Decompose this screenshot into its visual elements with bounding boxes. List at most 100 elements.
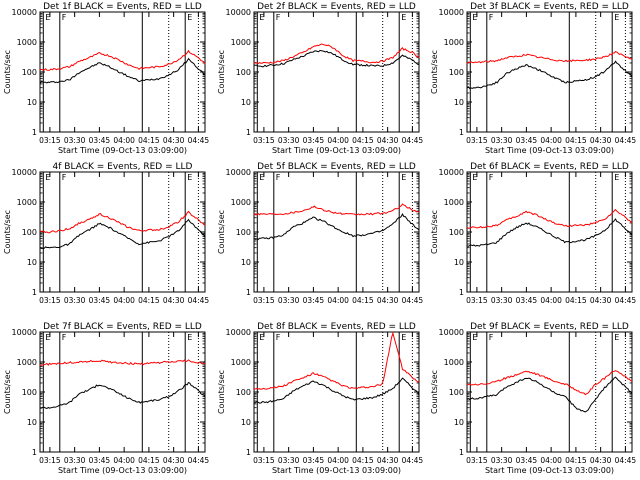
marker-label: F: [276, 173, 281, 182]
x-tick-label: 04:15: [565, 456, 587, 465]
series-events: [466, 218, 633, 247]
y-tick-label: 1: [246, 288, 251, 297]
x-axis-label: Start Time (09-Oct-13 03:09:00): [272, 146, 401, 155]
y-tick-label: 1000: [444, 198, 464, 207]
x-tick-label: 03:30: [491, 456, 513, 465]
x-tick-label: 04:00: [327, 456, 349, 465]
x-tick-label: 03:15: [466, 296, 488, 305]
x-tick-label: 03:30: [278, 456, 300, 465]
x-tick-label: 04:45: [188, 136, 210, 145]
marker-label: F: [62, 333, 67, 342]
marker-label: E: [401, 13, 406, 22]
y-tick-label: 1000: [444, 38, 464, 47]
marker-label: E: [187, 13, 192, 22]
y-tick-label: 10000: [439, 168, 464, 177]
series-lld: [466, 208, 633, 229]
x-tick-label: 04:45: [188, 296, 210, 305]
series-events: [39, 218, 206, 250]
plot-frame: [466, 171, 633, 293]
panel-7: Det 7f BLACK = Events, RED = LLD Counts/s…: [3, 322, 209, 475]
x-tick-label: 04:45: [188, 456, 210, 465]
x-tick-label: 04:30: [163, 136, 185, 145]
marker-label: E: [259, 13, 264, 22]
y-tick-label: 10: [241, 418, 251, 427]
x-tick-label: 03:45: [89, 456, 111, 465]
x-tick-label: 03:45: [89, 136, 111, 145]
series-events: [253, 49, 420, 68]
y-axis-label: Counts/sec: [3, 370, 12, 414]
series-lld: [253, 331, 420, 390]
x-tick-label: 04:30: [377, 456, 399, 465]
x-tick-label: 04:30: [590, 136, 612, 145]
y-tick-label: 10000: [226, 168, 251, 177]
x-tick-label: 04:00: [113, 296, 135, 305]
y-tick-label: 1: [246, 128, 251, 137]
x-axis-label: Start Time (09-Oct-13 03:09:00): [272, 466, 401, 475]
x-tick-label: 03:30: [64, 136, 86, 145]
x-tick-label: 03:15: [39, 136, 61, 145]
marker-label: F: [489, 173, 494, 182]
x-tick-label: 03:30: [491, 296, 513, 305]
x-tick-label: 04:15: [138, 136, 160, 145]
marker-label: E: [45, 333, 50, 342]
y-tick-label: 10000: [12, 168, 37, 177]
x-tick-label: 04:00: [540, 456, 562, 465]
y-axis-label: Counts/sec: [430, 210, 439, 254]
x-tick-label: 04:15: [352, 296, 374, 305]
chart-title: 4f BLACK = Events, RED = LLD: [53, 162, 193, 172]
plot-frame: [466, 331, 633, 453]
x-tick-label: 03:15: [39, 456, 61, 465]
y-tick-label: 10000: [12, 8, 37, 17]
x-tick-label: 04:00: [327, 136, 349, 145]
x-axis-label: Start Time (09-Oct-13 03:09:00): [58, 146, 187, 155]
x-tick-label: 04:30: [163, 296, 185, 305]
marker-label: E: [259, 173, 264, 182]
panel-4: 4f BLACK = Events, RED = LLD Counts/sec 1 1…: [3, 162, 209, 305]
x-tick-label: 03:15: [253, 296, 275, 305]
y-tick-label: 1000: [17, 198, 37, 207]
x-tick-label: 03:30: [64, 296, 86, 305]
x-tick-label: 03:15: [466, 456, 488, 465]
y-tick-label: 1: [459, 128, 464, 137]
x-tick-label: 03:45: [516, 456, 538, 465]
x-tick-label: 03:45: [516, 296, 538, 305]
x-tick-label: 03:45: [516, 136, 538, 145]
y-tick-label: 1: [32, 448, 37, 457]
x-tick-label: 04:00: [540, 136, 562, 145]
marker-label: F: [489, 333, 494, 342]
marker-label: F: [276, 333, 281, 342]
chart-title: Det 2f BLACK = Events, RED = LLD: [257, 2, 416, 12]
panel-3: Det 3f BLACK = Events, RED = LLD Counts/s…: [430, 2, 636, 155]
x-tick-label: 04:00: [113, 456, 135, 465]
series-events: [253, 213, 420, 241]
series-lld: [253, 203, 420, 216]
series-lld: [40, 210, 206, 234]
y-tick-label: 1: [32, 128, 37, 137]
panel-9: Det 9f BLACK = Events, RED = LLD Counts/s…: [430, 322, 636, 475]
y-axis-label: Counts/sec: [217, 210, 226, 254]
y-tick-label: 1000: [231, 198, 251, 207]
series-events: [466, 376, 633, 413]
x-tick-label: 04:30: [590, 296, 612, 305]
marker-label: F: [62, 173, 67, 182]
y-tick-label: 100: [22, 388, 37, 397]
x-tick-label: 03:30: [64, 456, 86, 465]
marker-label: E: [45, 173, 50, 182]
y-axis-label: Counts/sec: [430, 50, 439, 94]
y-tick-label: 1: [459, 448, 464, 457]
x-tick-label: 03:15: [253, 456, 275, 465]
chart-title: Det 3f BLACK = Events, RED = LLD: [470, 2, 629, 12]
x-tick-label: 03:15: [466, 136, 488, 145]
x-tick-label: 03:45: [303, 456, 325, 465]
x-tick-label: 04:00: [113, 136, 135, 145]
marker-label: F: [62, 13, 67, 22]
x-tick-label: 03:30: [278, 296, 300, 305]
y-tick-label: 10000: [12, 328, 37, 337]
panel-1: Det 1f BLACK = Events, RED = LLD Counts/s…: [3, 2, 209, 155]
x-tick-label: 04:45: [615, 136, 637, 145]
series-lld: [39, 49, 206, 71]
x-tick-label: 04:15: [565, 136, 587, 145]
x-tick-label: 03:15: [39, 296, 61, 305]
series-lld: [253, 43, 420, 65]
y-tick-label: 10000: [226, 8, 251, 17]
